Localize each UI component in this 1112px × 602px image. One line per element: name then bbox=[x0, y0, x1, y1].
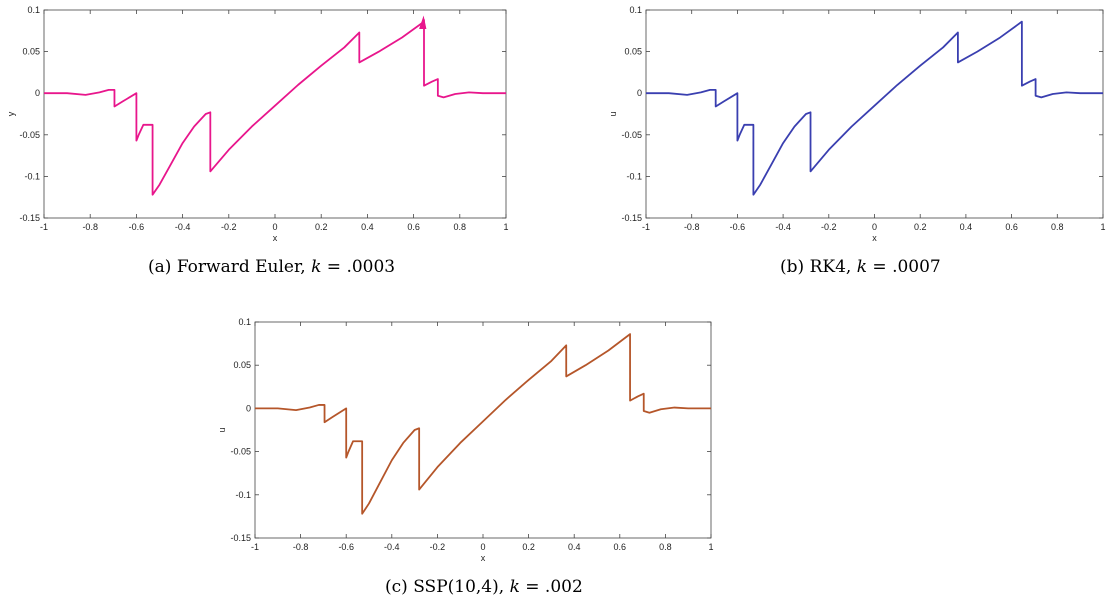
x-tick-label-a: -0.4 bbox=[175, 222, 191, 232]
chart-panel-c: -1 -0.8 -0.6 -0.4 -0.2 0 0.2 0.4 0.6 0.8 1 -0.15 -0.… bbox=[215, 312, 735, 574]
x-tick-label-a: -1 bbox=[40, 222, 48, 232]
y-axis-label-b: u bbox=[608, 111, 618, 116]
y-tick-label-b: -0.15 bbox=[621, 213, 642, 223]
x-tick-label-a: 1 bbox=[503, 222, 508, 232]
x-tick-label-b: 0.4 bbox=[960, 222, 973, 232]
caption-a-var: k bbox=[311, 257, 322, 277]
y-tick-label-c: 0.1 bbox=[238, 317, 251, 327]
x-tick-label-a: 0.2 bbox=[315, 222, 328, 232]
x-tick-label-c: 0.6 bbox=[614, 542, 627, 552]
x-tick-label-b: 1 bbox=[1100, 222, 1105, 232]
series-line-b bbox=[646, 20, 1103, 196]
x-tick-label-b: -0.6 bbox=[730, 222, 746, 232]
caption-a: (a) Forward Euler, k = .0003 bbox=[148, 257, 395, 277]
x-tick-label-c: 0.4 bbox=[568, 542, 581, 552]
series-line-c bbox=[255, 333, 711, 515]
y-tick-label-b: 0.1 bbox=[629, 5, 642, 15]
plot-frame-b bbox=[645, 9, 1104, 219]
y-tick-label-c: 0 bbox=[246, 403, 251, 413]
caption-a-method: Forward Euler, bbox=[176, 257, 306, 277]
x-tick-label-a: -0.6 bbox=[129, 222, 145, 232]
x-tick-label-c: 0.8 bbox=[659, 542, 672, 552]
caption-b-method: RK4, bbox=[809, 257, 852, 277]
chart-panel-a: -1 -0.8 -0.6 -0.4 -0.2 0 0.2 0.4 0.6 0.8 1 -0.15 -0.… bbox=[0, 0, 520, 300]
y-tick-label-a: 0.1 bbox=[27, 5, 40, 15]
y-axis-label-a: y bbox=[6, 111, 16, 116]
y-tick-label-a: -0.1 bbox=[24, 171, 40, 181]
y-tick-label-c: 0.05 bbox=[233, 360, 251, 370]
caption-c-var: k bbox=[509, 577, 520, 597]
x-tick-label-c: -0.6 bbox=[338, 542, 354, 552]
y-tick-label-b: 0 bbox=[637, 88, 642, 98]
chart-panel-b: -1 -0.8 -0.6 -0.4 -0.2 0 0.2 0.4 0.6 0.8 1 -0.15 -0.… bbox=[598, 0, 1112, 300]
x-tick-label-c: 0 bbox=[480, 542, 485, 552]
y-tick-label-c: -0.15 bbox=[230, 533, 251, 543]
y-tick-label-a: -0.15 bbox=[19, 213, 40, 223]
plot-frame-c bbox=[254, 321, 712, 539]
x-tick-label-a: 0.4 bbox=[361, 222, 374, 232]
y-axis-label-c: u bbox=[217, 427, 227, 432]
x-axis-label-b: x bbox=[872, 233, 877, 243]
x-tick-label-a: 0 bbox=[272, 222, 277, 232]
y-tick-label-a: -0.05 bbox=[19, 130, 40, 140]
y-tick-label-c: -0.1 bbox=[235, 490, 251, 500]
y-tick-label-c: -0.05 bbox=[230, 447, 251, 457]
x-tick-label-b: -0.4 bbox=[775, 222, 791, 232]
chart-b: -1 -0.8 -0.6 -0.4 -0.2 0 0.2 0.4 0.6 0.8 1 -0.15 -0.… bbox=[608, 5, 1106, 243]
x-tick-label-a: 0.6 bbox=[407, 222, 420, 232]
caption-c: (c) SSP(10,4), k = .002 bbox=[385, 577, 583, 597]
x-tick-label-c: 1 bbox=[708, 542, 713, 552]
x-tick-label-b: -1 bbox=[642, 222, 650, 232]
caption-b-eq: = .0007 bbox=[872, 257, 941, 277]
y-tick-label-a: 0.05 bbox=[22, 47, 40, 57]
series-line-a bbox=[44, 19, 506, 196]
caption-c-tag: (c) bbox=[385, 577, 408, 597]
x-tick-label-b: 0.8 bbox=[1051, 222, 1064, 232]
x-axis-label-a: x bbox=[273, 233, 278, 243]
x-tick-label-b: 0.2 bbox=[914, 222, 927, 232]
caption-a-tag: (a) bbox=[148, 257, 172, 277]
y-tick-label-b: -0.05 bbox=[621, 130, 642, 140]
caption-a-eq: = .0003 bbox=[326, 257, 396, 277]
caption-b: (b) RK4, k = .0007 bbox=[780, 257, 941, 277]
x-tick-label-c: -1 bbox=[251, 542, 259, 552]
caption-b-var: k bbox=[856, 257, 868, 277]
x-tick-label-c: -0.4 bbox=[384, 542, 400, 552]
caption-b-tag: (b) bbox=[780, 257, 805, 277]
x-tick-label-c: 0.2 bbox=[522, 542, 535, 552]
x-tick-label-b: -0.2 bbox=[821, 222, 837, 232]
x-tick-label-a: -0.8 bbox=[82, 222, 98, 232]
y-tick-label-b: -0.1 bbox=[626, 171, 642, 181]
caption-c-method: SSP(10,4), bbox=[413, 577, 505, 597]
chart-c: -1 -0.8 -0.6 -0.4 -0.2 0 0.2 0.4 0.6 0.8 1 -0.15 -0.… bbox=[217, 317, 714, 563]
x-tick-label-b: -0.8 bbox=[684, 222, 700, 232]
x-tick-label-a: -0.2 bbox=[221, 222, 237, 232]
x-tick-label-c: -0.8 bbox=[293, 542, 309, 552]
x-tick-label-b: 0.6 bbox=[1005, 222, 1018, 232]
chart-a: -1 -0.8 -0.6 -0.4 -0.2 0 0.2 0.4 0.6 0.8 1 -0.15 -0.… bbox=[6, 5, 509, 243]
overshoot-spike-a bbox=[419, 15, 427, 29]
x-axis-label-c: x bbox=[481, 553, 486, 563]
x-tick-label-c: -0.2 bbox=[430, 542, 446, 552]
x-tick-label-a: 0.8 bbox=[454, 222, 467, 232]
caption-c-eq: = .002 bbox=[525, 577, 583, 597]
x-tick-label-b: 0 bbox=[872, 222, 877, 232]
y-tick-label-b: 0.05 bbox=[624, 47, 642, 57]
plot-frame-a bbox=[43, 9, 507, 219]
y-tick-label-a: 0 bbox=[35, 88, 40, 98]
